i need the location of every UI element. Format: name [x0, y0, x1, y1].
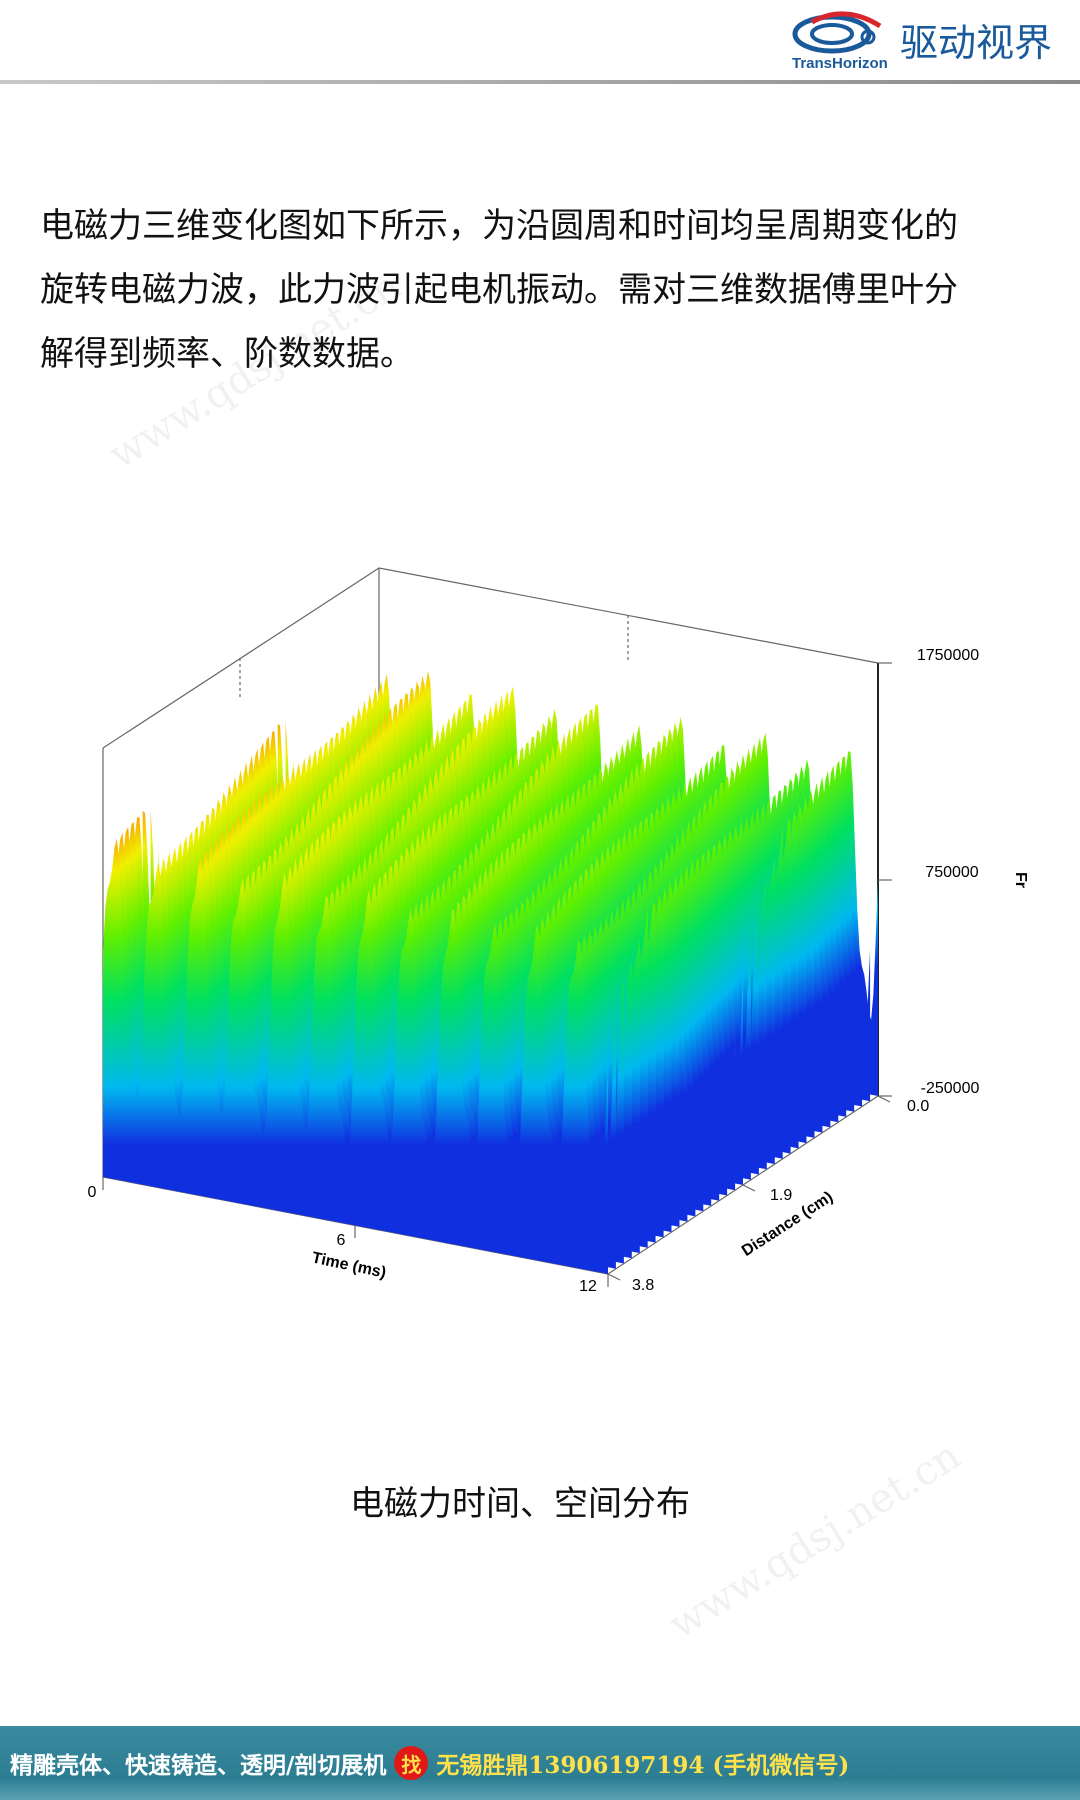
watermark: www.qdsj.net.cn — [661, 1433, 969, 1649]
footer-left: 精雕壳体、快速铸造、透明/剖切展机 — [10, 1752, 387, 1779]
surface — [103, 670, 878, 1274]
z-axis-label: Fr — [1012, 872, 1029, 888]
z-tick-label: -250000 — [921, 1080, 980, 1097]
distance-tick-label: 3.8 — [632, 1277, 654, 1294]
footer-badge: 找 — [394, 1746, 429, 1780]
z-tick-label: 750000 — [925, 864, 978, 881]
paragraph-line: 旋转电磁力波，此力波引起电机振动。需对三维数据傅里叶分 — [40, 270, 958, 310]
paragraph-line: 电磁力三维变化图如下所示，为沿圆周和时间均呈周期变化的 — [40, 206, 958, 246]
z-tick-label: 1750000 — [917, 647, 979, 664]
logo — [792, 11, 882, 54]
brand-en: TransHorizon — [792, 55, 888, 72]
distance-tick-label: 0.0 — [907, 1098, 929, 1115]
figure-caption: 电磁力时间、空间分布 — [350, 1484, 690, 1524]
footer-right: 无锡胜鼎13906197194 (手机微信号) — [436, 1752, 850, 1779]
distance-tick-label: 1.9 — [770, 1187, 792, 1204]
paragraph: 电磁力三维变化图如下所示，为沿圆周和时间均呈周期变化的 旋转电磁力波，此力波引起… — [40, 194, 1060, 386]
time-axis-label: Time (ms) — [310, 1249, 387, 1281]
time-tick-label: 12 — [579, 1278, 597, 1295]
surface-strip — [103, 838, 608, 1274]
time-tick-label: 6 — [337, 1232, 346, 1249]
header-rule — [0, 80, 1080, 84]
brand-cn: 驱动视界 — [900, 21, 1052, 65]
time-tick-label: 0 — [88, 1184, 97, 1201]
footer-banner: 精雕壳体、快速铸造、透明/剖切展机 找 无锡胜鼎13906197194 (手机微… — [0, 1726, 1080, 1800]
paragraph-line: 解得到频率、阶数数据。 — [40, 334, 414, 374]
surface-plot: 1750000 750000 -250000 Fr 0.0 1.9 3.8 Di… — [88, 567, 1029, 1295]
